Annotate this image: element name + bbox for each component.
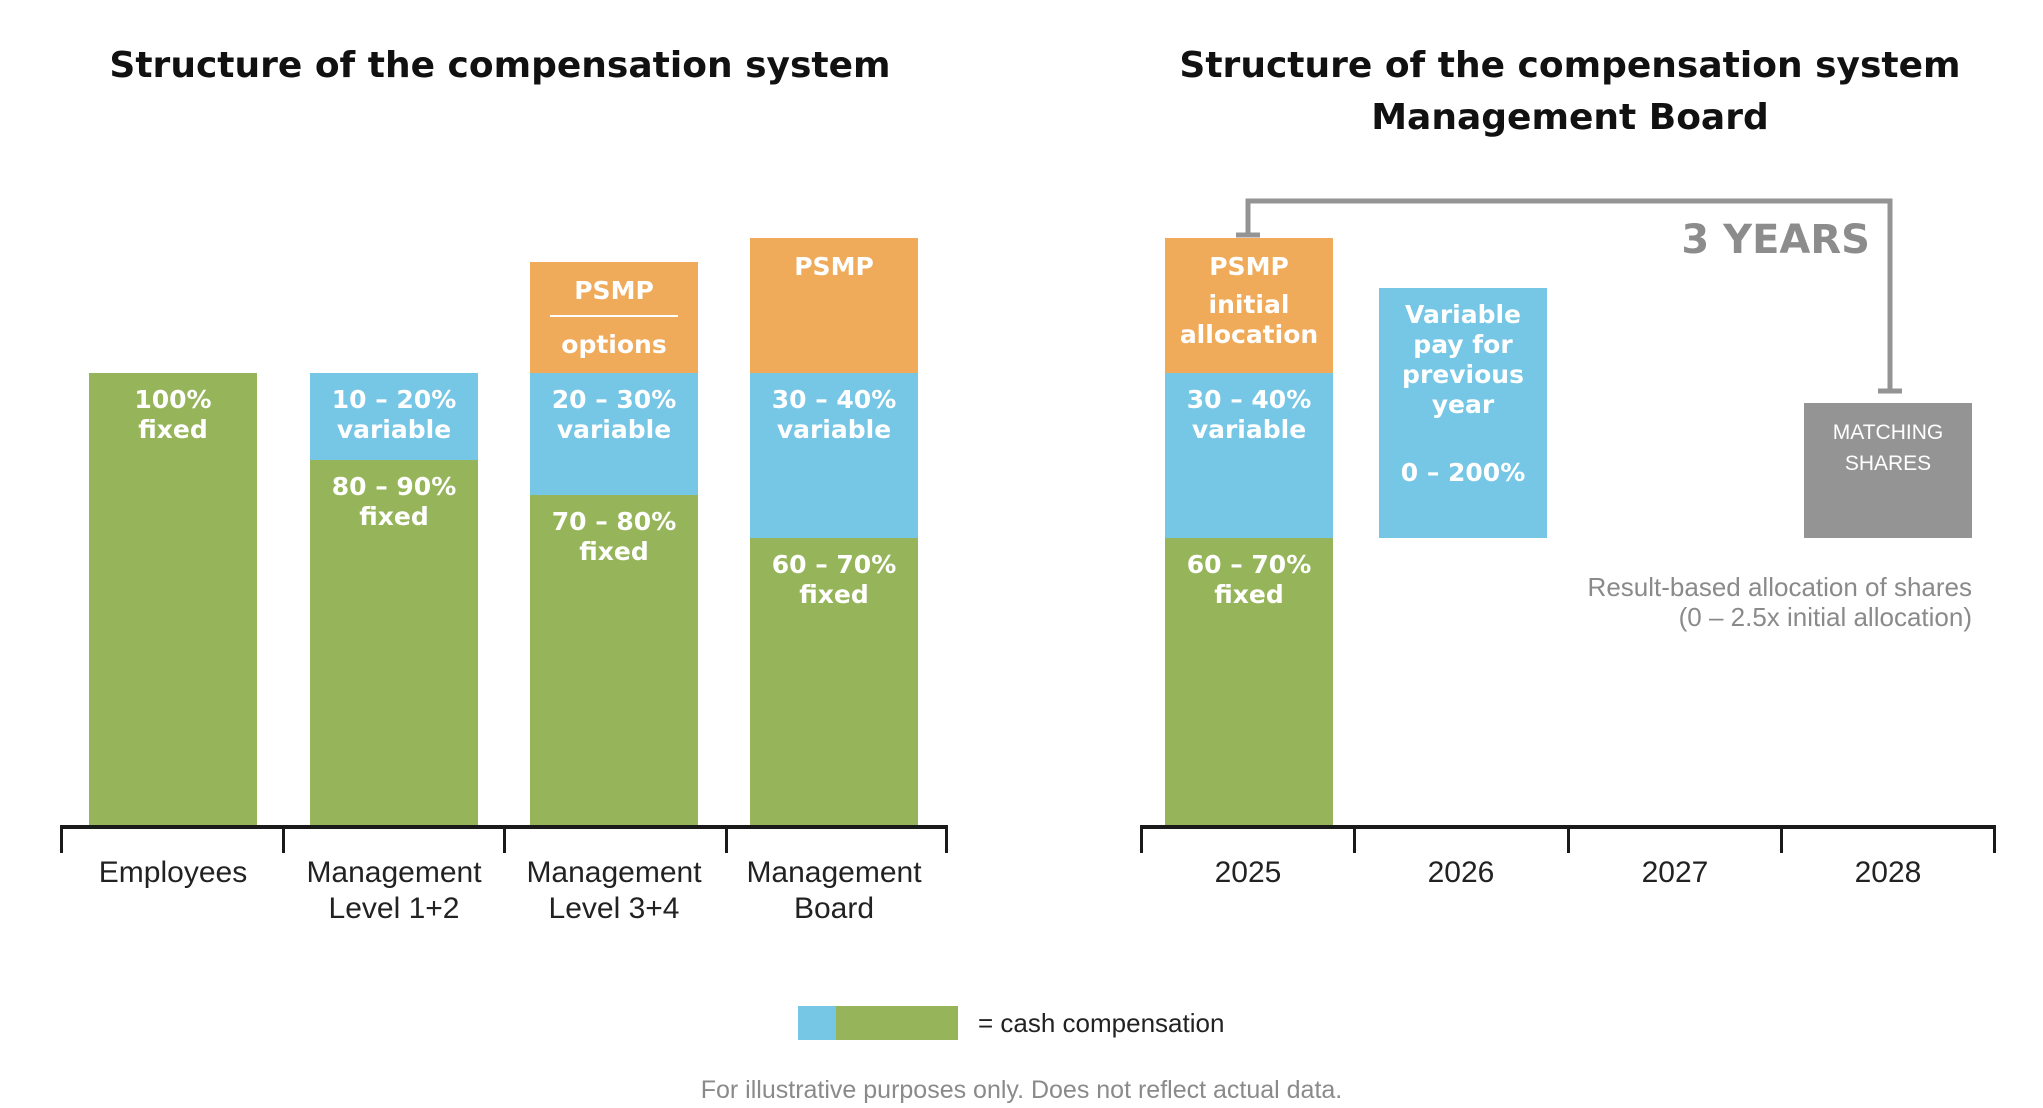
bar-mgmt12-variable: 10 – 20% variable (310, 373, 478, 460)
bar-2025-fixed: 60 – 70% fixed (1165, 538, 1333, 825)
bar-board-fixed: 60 – 70% fixed (750, 538, 918, 825)
matching-shares-box: MATCHING SHARES (1804, 403, 1972, 538)
bar-label: 0 – 200% (1400, 458, 1526, 487)
axis-tick (282, 825, 285, 853)
bar-label: 10 – 20% (331, 385, 457, 414)
year-label: 2027 (1641, 856, 1709, 889)
bar-label: 100% (134, 385, 212, 414)
bar-label: fixed (1214, 580, 1284, 609)
bar-2025-variable: 30 – 40% variable (1165, 373, 1333, 538)
bar-label: fixed (579, 537, 649, 566)
right-chart-title: Structure of the compensation system Man… (1179, 45, 1961, 138)
axis-tick (725, 825, 728, 853)
bar-label: 30 – 40% (1186, 385, 1312, 414)
axis-tick (945, 825, 948, 853)
bar-employees-fixed: 100% fixed (89, 373, 257, 825)
axis-tick (503, 825, 506, 853)
axis-tick (60, 825, 63, 853)
bar-label: fixed (138, 415, 208, 444)
result-based-note: Result-based allocation of shares (0 – 2… (1587, 572, 1972, 632)
bar-mgmt34-fixed: 70 – 80% fixed (530, 495, 698, 825)
bar-board-variable: 30 – 40% variable (750, 373, 918, 538)
bar-2025-psmp: PSMP initial allocation (1165, 238, 1333, 373)
bar-mgmt34-variable: 20 – 30% variable (530, 373, 698, 495)
category-label: Management Board (746, 856, 922, 925)
bar-label: variable (1191, 415, 1307, 444)
bar-label: options (561, 330, 667, 359)
bar-mgmt12-fixed: 80 – 90% fixed (310, 460, 478, 825)
bar-label: variable (336, 415, 452, 444)
bar-label: 20 – 30% (551, 385, 677, 414)
legend-label: = cash compensation (978, 1008, 1225, 1038)
legend-swatch-fixed (836, 1006, 958, 1040)
period-label: 3 YEARS (1681, 217, 1870, 263)
axis-tick (1353, 825, 1356, 853)
bar-label: 30 – 40% (771, 385, 897, 414)
category-label: Management Level 3+4 (526, 856, 702, 925)
axis-tick (1567, 825, 1570, 853)
bar-mgmt34-psmp: PSMP options (530, 262, 698, 373)
bar-label: variable (776, 415, 892, 444)
psmp-divider (550, 315, 678, 317)
year-label: 2028 (1854, 856, 1922, 889)
bar-label: Variable (1404, 300, 1522, 329)
axis-tick (1993, 825, 1996, 853)
bar-label: PSMP (794, 252, 874, 281)
bar-label: variable (556, 415, 672, 444)
category-label: Management Level 1+2 (306, 856, 482, 925)
bar-2026-variable-pay: Variable pay for previous year 0 – 200% (1379, 288, 1547, 538)
year-label: 2026 (1427, 856, 1495, 889)
bar-board-psmp: PSMP (750, 238, 918, 373)
bar-label: 80 – 90% (331, 472, 457, 501)
bar-label: 70 – 80% (551, 507, 677, 536)
bar-label: previous (1402, 360, 1524, 389)
year-label: 2025 (1214, 856, 1282, 889)
bar-label: fixed (359, 502, 429, 531)
bar-label: allocation (1179, 320, 1319, 349)
bar-label: 60 – 70% (771, 550, 897, 579)
left-chart-title: Structure of the compensation system (109, 45, 891, 86)
footnote: For illustrative purposes only. Does not… (700, 1076, 1343, 1104)
bar-label: year (1431, 390, 1495, 419)
category-label: Employees (98, 856, 248, 889)
bar-label: PSMP (1209, 252, 1289, 281)
axis-tick (1140, 825, 1143, 853)
axis-tick (1780, 825, 1783, 853)
bar-label: pay for (1413, 330, 1513, 359)
matching-label: SHARES (1844, 452, 1932, 475)
bar-label: 60 – 70% (1186, 550, 1312, 579)
bar-label: initial (1208, 290, 1290, 319)
matching-label: MATCHING (1832, 421, 1944, 444)
bar-label: PSMP (574, 276, 654, 305)
bar-label: fixed (799, 580, 869, 609)
legend-swatch-variable (798, 1006, 836, 1040)
three-year-bracket (1236, 198, 1902, 394)
